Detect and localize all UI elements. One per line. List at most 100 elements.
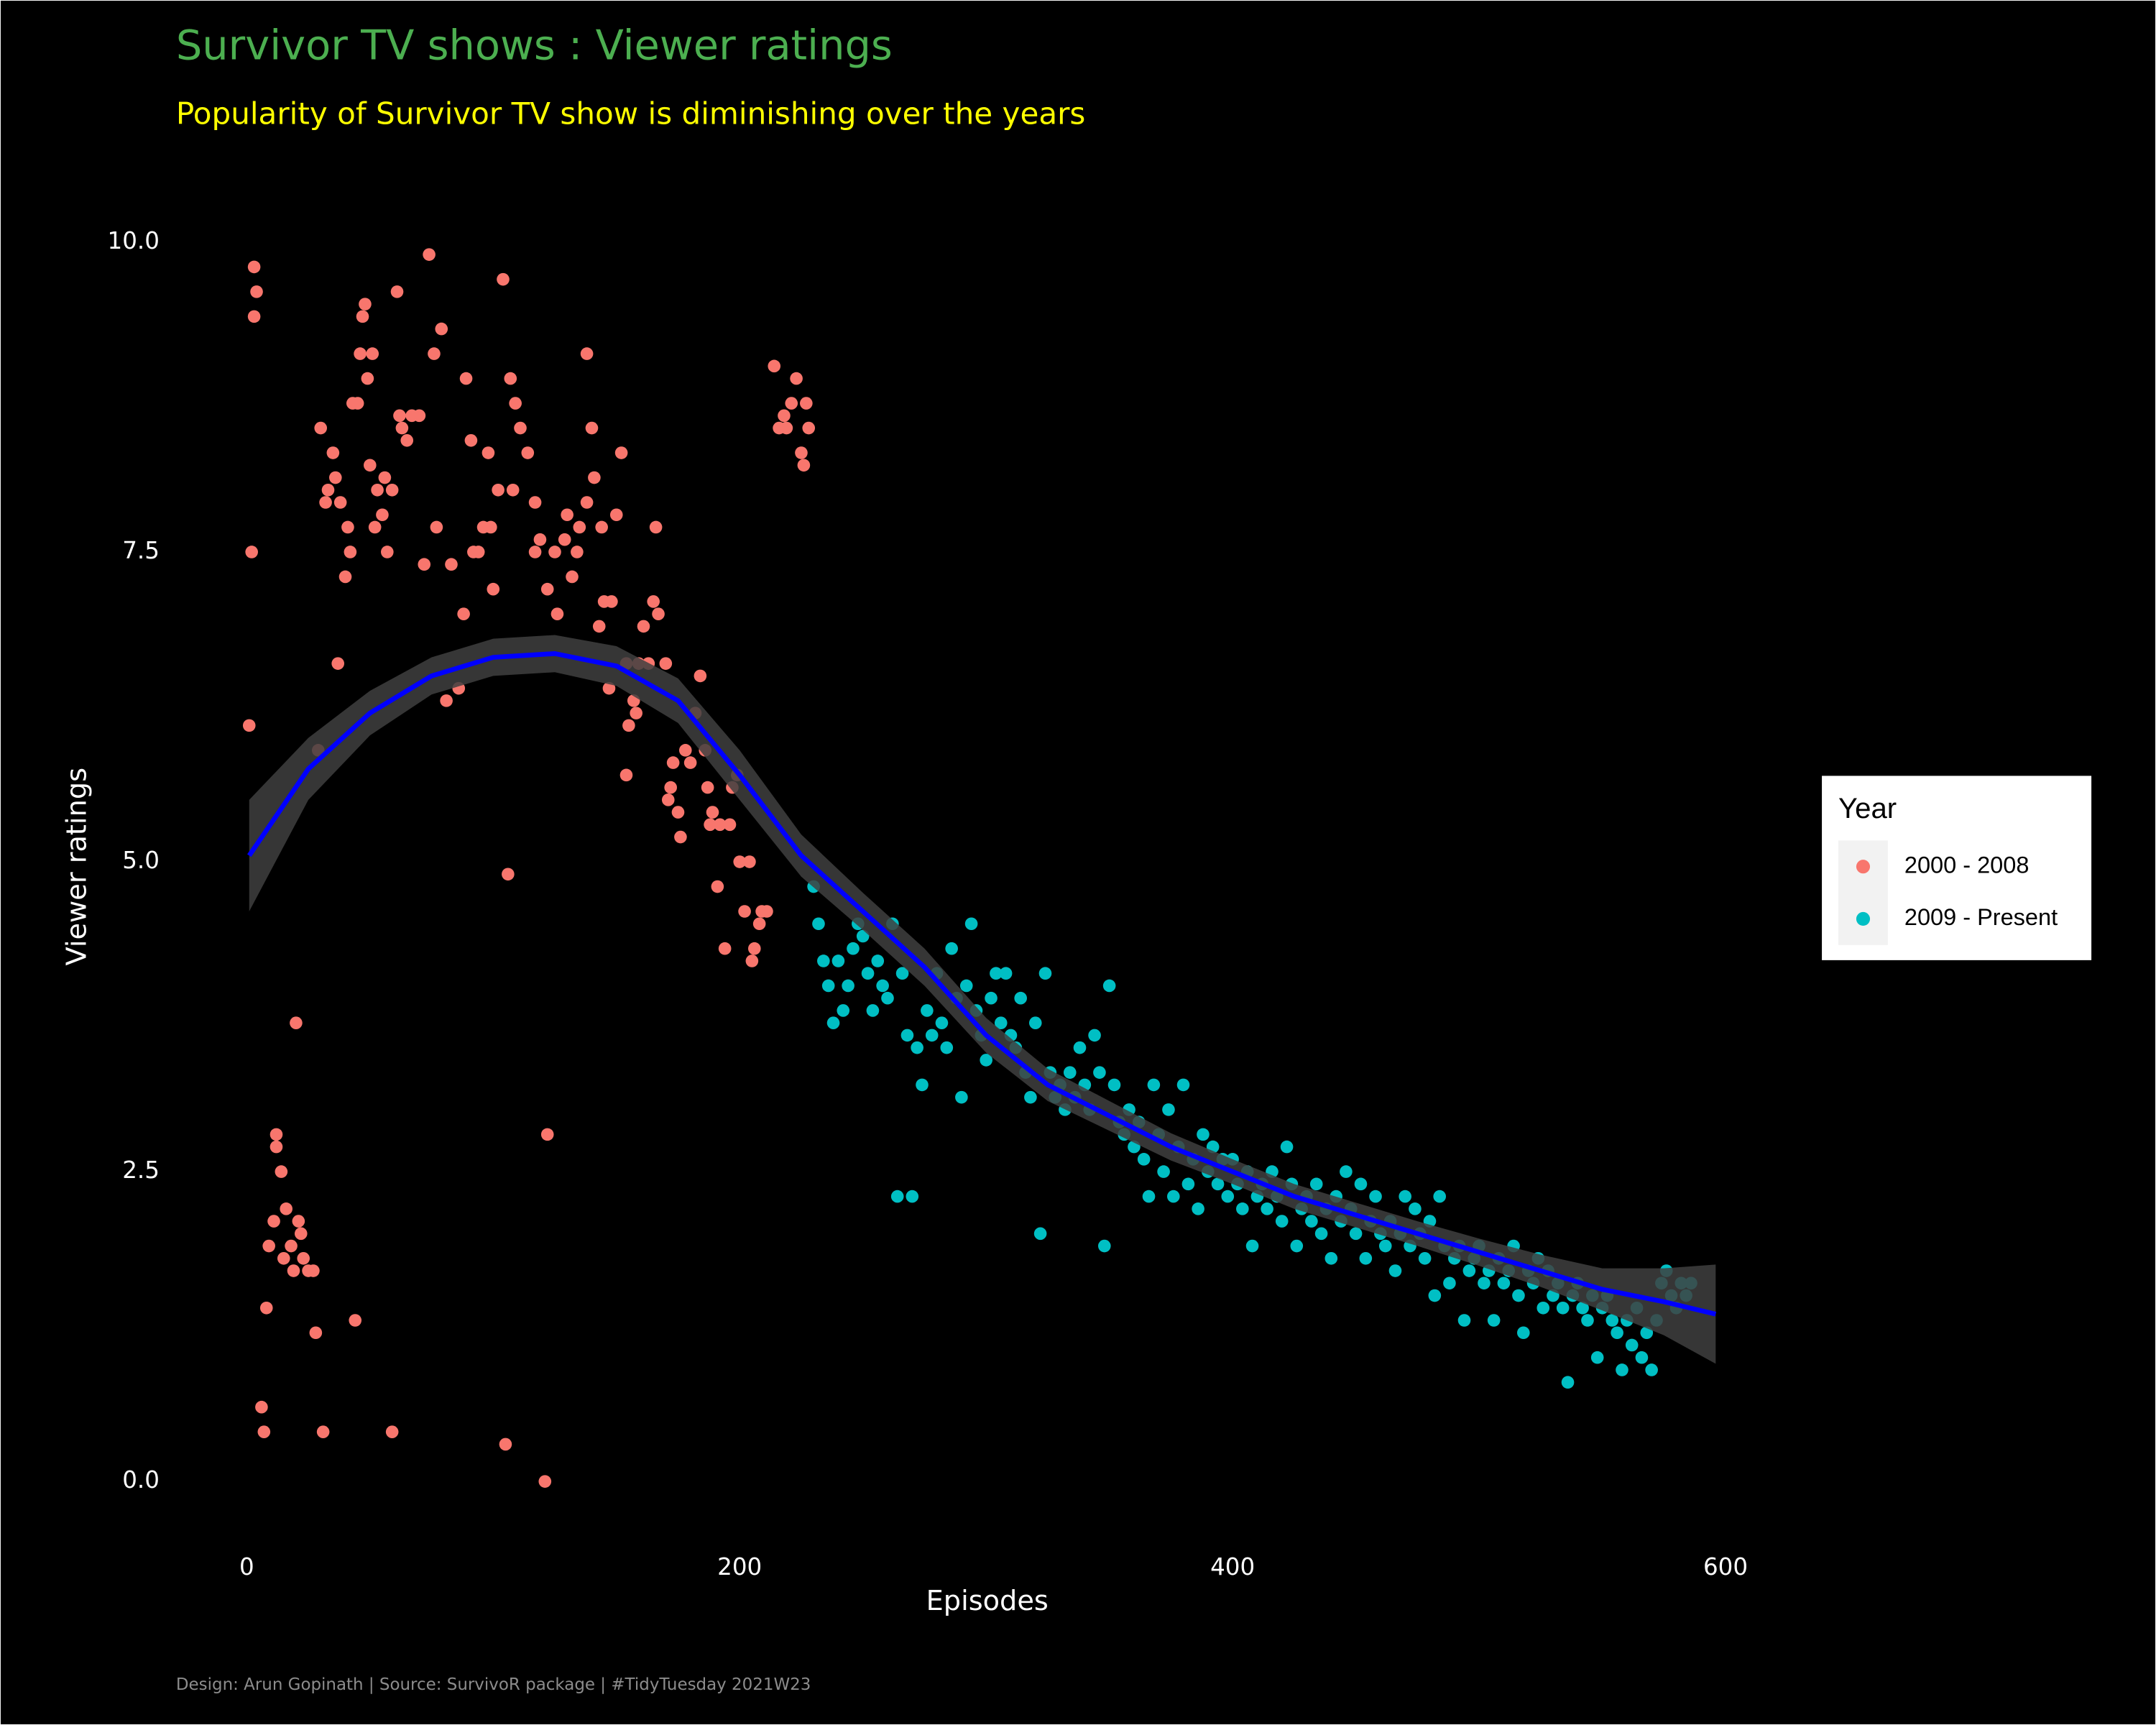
- point: [1359, 1251, 1373, 1265]
- point: [1157, 1165, 1170, 1178]
- point: [990, 967, 1003, 980]
- point: [270, 1128, 283, 1141]
- point: [900, 1029, 914, 1042]
- point: [768, 359, 781, 373]
- point: [1611, 1326, 1623, 1340]
- point: [1478, 1276, 1491, 1290]
- point: [1305, 1215, 1318, 1228]
- point: [856, 929, 870, 943]
- point: [1418, 1251, 1432, 1265]
- point: [1369, 1190, 1382, 1203]
- legend-title: Year: [1838, 792, 1897, 824]
- point: [800, 397, 813, 410]
- point: [255, 1400, 268, 1414]
- point: [1512, 1289, 1525, 1302]
- point: [694, 669, 707, 683]
- point: [381, 546, 394, 558]
- point: [509, 397, 522, 410]
- point: [341, 520, 354, 534]
- point: [1038, 967, 1052, 980]
- point: [540, 582, 554, 596]
- point: [876, 979, 889, 993]
- point: [906, 1190, 919, 1203]
- point: [1462, 1264, 1476, 1277]
- point: [752, 917, 766, 931]
- point: [795, 446, 808, 459]
- point: [595, 520, 608, 534]
- point: [1221, 1190, 1235, 1203]
- chart-title: Survivor TV shows : Viewer ratings: [176, 22, 893, 70]
- point: [871, 954, 885, 967]
- point: [723, 818, 737, 832]
- point: [356, 310, 369, 323]
- point: [745, 954, 759, 967]
- point: [821, 979, 835, 993]
- point: [1290, 1239, 1304, 1253]
- point: [314, 421, 328, 435]
- point: [1192, 1202, 1204, 1215]
- point: [331, 657, 345, 670]
- point: [1033, 1227, 1047, 1241]
- point: [671, 806, 685, 819]
- point: [1349, 1227, 1363, 1241]
- point: [376, 508, 389, 522]
- point: [328, 471, 342, 484]
- point: [921, 1004, 934, 1017]
- point: [701, 781, 714, 794]
- point: [487, 582, 500, 596]
- point: [1102, 979, 1116, 993]
- caption: Design: Arun Gopinath | Source: SurvivoR…: [176, 1675, 811, 1694]
- point: [1181, 1177, 1195, 1191]
- legend-marker: [1856, 860, 1871, 874]
- point: [812, 917, 825, 931]
- point: [307, 1264, 320, 1277]
- point: [847, 942, 860, 955]
- point: [585, 421, 599, 435]
- point: [287, 1264, 300, 1277]
- point: [985, 991, 998, 1005]
- point: [778, 409, 791, 423]
- point: [1556, 1301, 1570, 1315]
- point: [935, 1016, 949, 1029]
- point: [866, 1004, 880, 1017]
- x-tick-label: 400: [1210, 1553, 1255, 1581]
- point: [911, 1041, 923, 1054]
- point: [1340, 1165, 1353, 1178]
- point: [1014, 991, 1027, 1005]
- point: [297, 1251, 310, 1265]
- point: [890, 1190, 904, 1203]
- point: [457, 607, 470, 620]
- point: [964, 917, 978, 931]
- point: [435, 322, 448, 336]
- point: [1073, 1041, 1087, 1054]
- point: [1576, 1301, 1589, 1315]
- point: [959, 979, 973, 993]
- point: [395, 421, 409, 435]
- point: [326, 446, 340, 459]
- point: [247, 310, 261, 323]
- point: [351, 397, 364, 410]
- point: [428, 347, 441, 360]
- point: [277, 1251, 290, 1265]
- point: [747, 942, 761, 955]
- point: [482, 446, 495, 459]
- legend-label: 2000 - 2008: [1904, 852, 2030, 878]
- point: [1211, 1177, 1225, 1191]
- point: [861, 967, 875, 980]
- point: [1309, 1177, 1323, 1191]
- point: [497, 272, 510, 286]
- point: [319, 496, 332, 509]
- point: [955, 1090, 968, 1104]
- point: [630, 707, 642, 719]
- point: [1147, 1078, 1161, 1092]
- point: [275, 1165, 288, 1178]
- point: [245, 546, 258, 558]
- point: [674, 830, 687, 844]
- point: [550, 607, 564, 620]
- point: [1162, 1103, 1175, 1116]
- point: [354, 347, 367, 360]
- point: [262, 1239, 275, 1253]
- point: [1606, 1314, 1619, 1327]
- point: [385, 483, 399, 497]
- point: [711, 880, 724, 893]
